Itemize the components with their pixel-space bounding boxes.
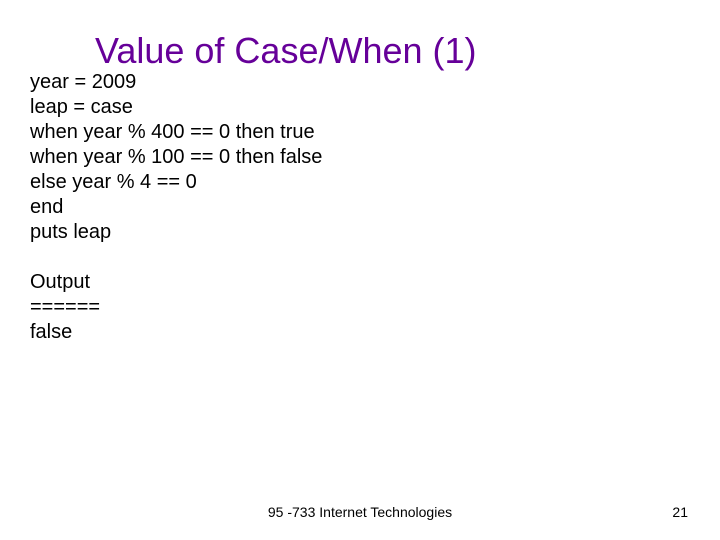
page-number: 21: [672, 504, 688, 520]
code-block: year = 2009 leap = case when year % 400 …: [30, 70, 322, 345]
slide-title: Value of Case/When (1): [95, 30, 477, 72]
slide: Value of Case/When (1) year = 2009 leap …: [0, 0, 720, 540]
footer-text: 95 -733 Internet Technologies: [0, 504, 720, 520]
